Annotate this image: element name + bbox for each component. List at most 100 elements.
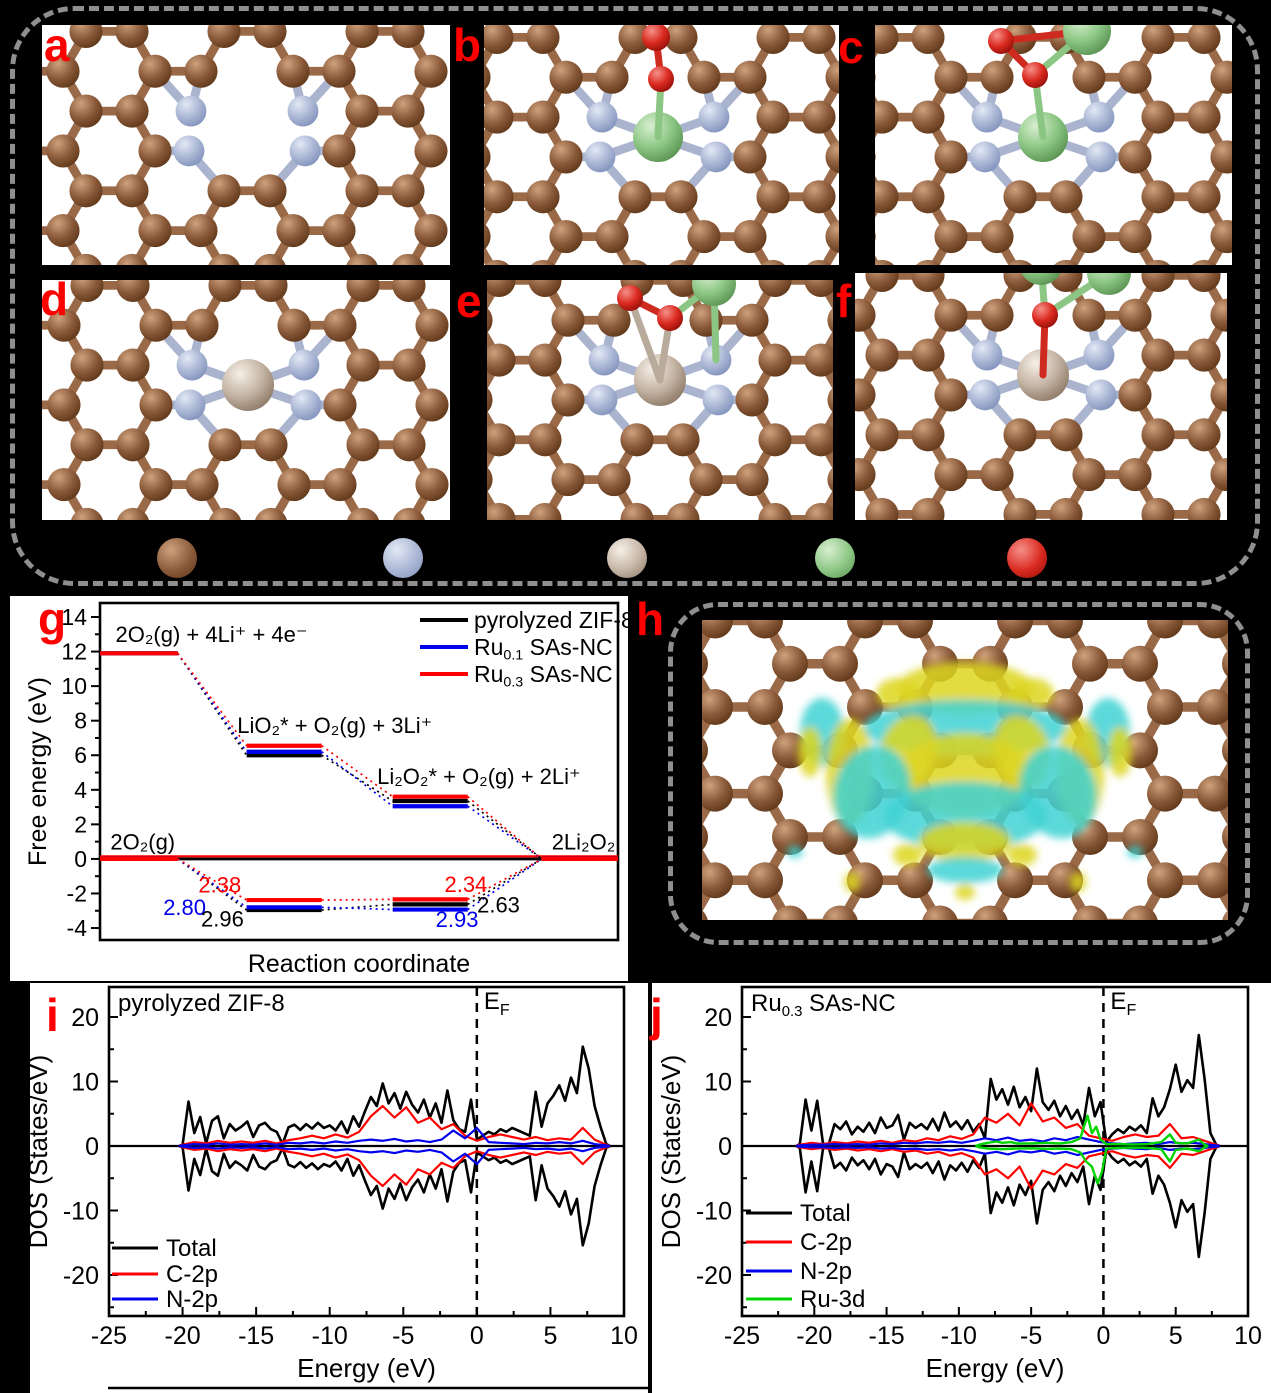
dos-ylabel: DOS (States/eV) [656, 1055, 686, 1249]
panel-c-structure [875, 25, 1232, 265]
charge-density-dashed-border [668, 602, 1250, 945]
dos-ytick: 20 [704, 1004, 732, 1032]
dos-ytick: -20 [696, 1262, 732, 1290]
dos-xtick: 5 [543, 1322, 557, 1350]
charge-density-svg [702, 620, 1228, 920]
g-ytick: -4 [67, 915, 88, 941]
panel-letter-b: b [453, 19, 482, 71]
g-legend-label: Ru0.3 SAs-NC [474, 661, 613, 691]
panel-h-charge-density [702, 620, 1228, 920]
legend-sphere-red [1007, 538, 1047, 578]
panel-i-dos: -25 -20 -15 -10 -5 0 5 10 -20 -10 0 10 20 DOS (States… [30, 983, 648, 1393]
dos-panel-tag: pyrolyzed ZIF-8 [118, 990, 285, 1017]
panel-letter-a: a [44, 19, 70, 71]
g-xlabel: Reaction coordinate [248, 950, 470, 978]
g-ytick: -2 [67, 880, 87, 906]
dos-ytick: -20 [63, 1262, 99, 1290]
g-annotation: 2O₂(g) [110, 829, 175, 854]
dos-ytick: 0 [718, 1133, 732, 1161]
g-legend-label: Ru0.1 SAs-NC [474, 634, 613, 664]
panel-e-structure [487, 280, 833, 520]
dos-panel-tag: Ru0.3 SAs-NC [751, 990, 896, 1020]
g-ylabel: Free energy (eV) [24, 677, 52, 866]
structure-b-svg [484, 25, 839, 265]
structure-a-svg [42, 25, 448, 265]
g-ytick: 8 [74, 708, 87, 734]
panel-d-structure [42, 280, 450, 520]
dos-xtick: 0 [1096, 1322, 1110, 1350]
dos-legend-label: Total [800, 1200, 851, 1227]
dos-xtick: 10 [610, 1322, 638, 1350]
dos-legend-label: C-2p [800, 1229, 852, 1256]
dos-xtick: -25 [724, 1322, 760, 1350]
panel-letter-j: j [650, 989, 663, 1041]
panel-j-dos: -25 -20 -15 -10 -5 0 5 10 -20 -10 0 10 20 DOS (States… [652, 983, 1271, 1393]
structure-c-svg [875, 25, 1232, 265]
structure-e-svg [487, 280, 833, 520]
panel-b-structure [484, 25, 839, 265]
dos-zif8-chart-svg: -25 -20 -15 -10 -5 0 5 10 -20 -10 0 10 20 DOS (States… [30, 985, 648, 1390]
dos-ylabel: DOS (States/eV) [30, 1055, 53, 1249]
g-annotation: 2.93 [436, 907, 479, 932]
panel-letter-h: h [636, 593, 665, 645]
dos-ytick: -10 [696, 1198, 732, 1226]
panel-f-structure [855, 273, 1227, 520]
panel-letter-f: f [836, 275, 852, 327]
panel-letter-i: i [46, 989, 59, 1041]
g-annotation: 2O₂(g) + 4Li⁺ + 4e⁻ [116, 622, 308, 647]
dos-xtick: -5 [392, 1322, 414, 1350]
dos-xtick: 0 [470, 1322, 484, 1350]
dos-ytick: 20 [71, 1004, 99, 1032]
g-annotation: 2.38 [198, 873, 241, 898]
dos-xtick: 10 [1234, 1322, 1262, 1350]
g-annotation: 2.96 [201, 906, 244, 931]
g-annotation: 2.34 [444, 872, 487, 897]
g-ytick: 0 [74, 846, 87, 872]
panel-g-free-energy: -4 -2 0 2 4 6 8 10 12 14 Free energy (eV) Reaction … [10, 596, 628, 981]
legend-sphere-brown [157, 538, 197, 578]
dos-xtick: -25 [91, 1322, 127, 1350]
dos-ytick: 10 [71, 1069, 99, 1097]
dos-xtick: -10 [312, 1322, 348, 1350]
dos-xlabel: Energy (eV) [926, 1353, 1065, 1383]
g-annotation: 2.80 [163, 895, 206, 920]
dos-legend-label: N-2p [800, 1258, 852, 1285]
panel-a-structure [42, 25, 450, 265]
structures-dashed-border [10, 6, 1260, 586]
dos-legend-label: C-2p [166, 1261, 218, 1288]
panel-letter-d: d [40, 273, 69, 325]
panel-letter-e: e [456, 275, 482, 327]
structure-f-svg [855, 273, 1227, 520]
g-ytick: 2 [74, 811, 87, 837]
dos-xtick: -15 [238, 1322, 274, 1350]
dos-ytick: 10 [704, 1069, 732, 1097]
dos-xtick: 5 [1169, 1322, 1183, 1350]
g-annotation: LiO₂* + O₂(g) + 3Li⁺ [237, 713, 432, 738]
g-ytick: 6 [74, 742, 87, 768]
g-annotation: Li₂O₂* + O₂(g) + 2Li⁺ [377, 764, 581, 789]
legend-sphere-green [815, 538, 855, 578]
legend-sphere-lightblue [383, 538, 423, 578]
fermi-level-label: EF [1110, 988, 1136, 1019]
dos-legend-label: N-2p [166, 1286, 218, 1313]
dos-legend-label: Total [166, 1235, 217, 1262]
dos-ytick: 0 [85, 1133, 99, 1161]
g-annotation: 2.63 [477, 892, 520, 917]
g-annotation: 2Li₂O₂ [552, 829, 616, 854]
g-legend-label: pyrolyzed ZIF-8 [474, 607, 628, 633]
structure-d-svg [42, 280, 449, 520]
dos-xtick: -5 [1020, 1322, 1042, 1350]
g-ytick: 10 [61, 673, 87, 699]
g-ytick: 12 [61, 639, 87, 665]
fermi-level-label: EF [484, 988, 510, 1019]
dos-legend-label: Ru-3d [800, 1286, 865, 1313]
dos-xtick: -10 [941, 1322, 977, 1350]
dos-xlabel: Energy (eV) [297, 1353, 436, 1383]
dos-xtick: -15 [869, 1322, 905, 1350]
g-ytick: 14 [61, 604, 87, 630]
dos-xtick: -20 [796, 1322, 832, 1350]
panel-letter-c: c [838, 21, 864, 73]
legend-sphere-tan [607, 538, 647, 578]
panel-letter-g: g [38, 593, 67, 645]
